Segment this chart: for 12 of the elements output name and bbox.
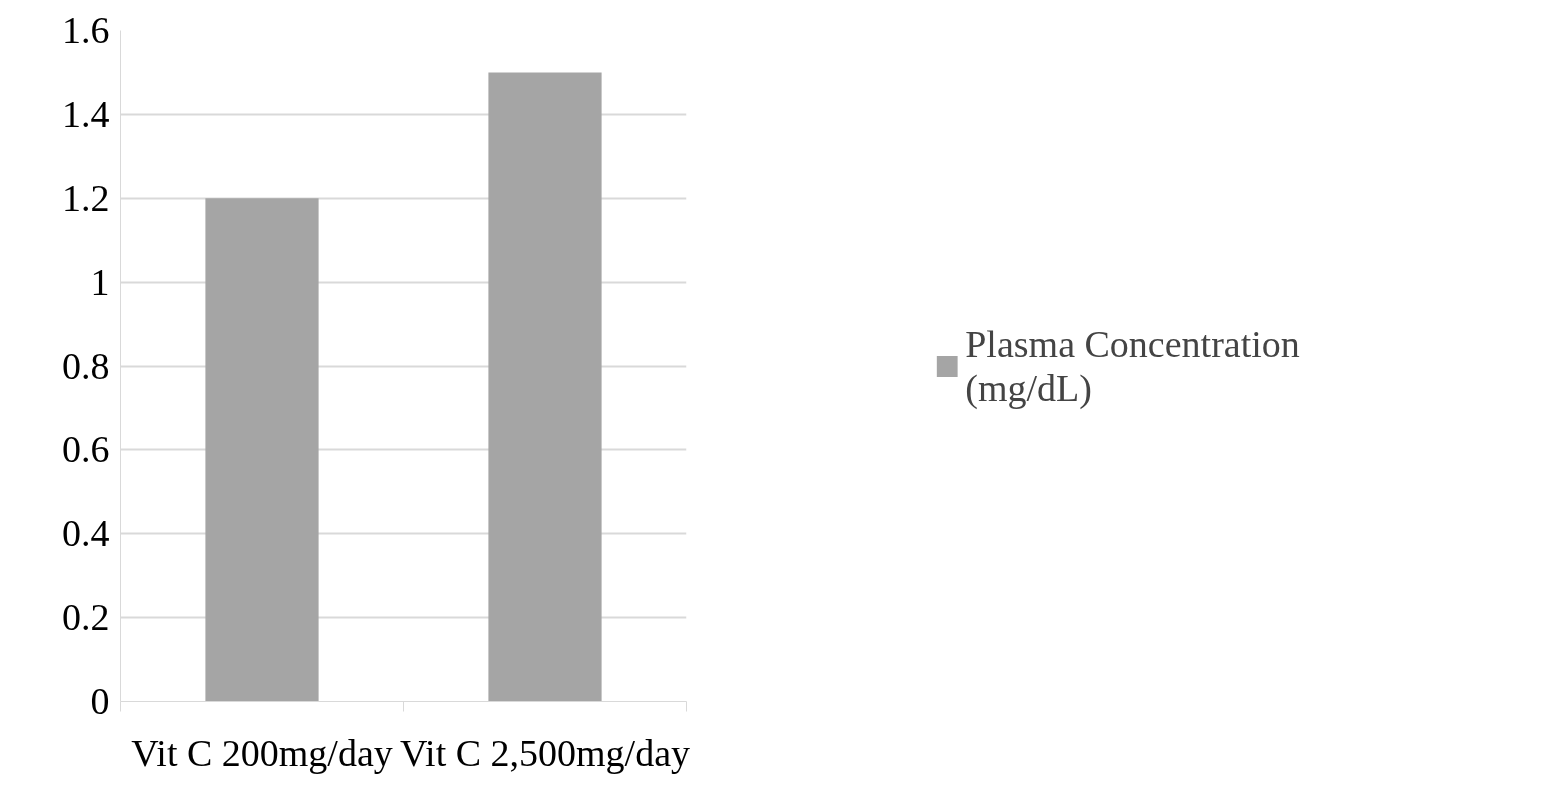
y-tick-label: 1.4 [62, 92, 110, 135]
y-tick-label: 1.2 [62, 176, 110, 219]
y-tick-label: 1 [90, 260, 110, 303]
y-tick-label: 0 [90, 680, 110, 722]
x-tick-label: Vit C 2,500mg/day [399, 731, 691, 774]
y-tick-label: 0.8 [62, 344, 110, 387]
legend-label: Plasma Concentration (mg/dL) [965, 321, 1300, 410]
y-tick-label: 0.2 [62, 596, 110, 639]
x-tick-label: Vit C 200mg/day [131, 731, 393, 774]
y-tick-label: 0.6 [62, 428, 110, 471]
y-tick-label: 0.4 [62, 512, 110, 555]
y-tick-label: 1.6 [62, 9, 110, 51]
